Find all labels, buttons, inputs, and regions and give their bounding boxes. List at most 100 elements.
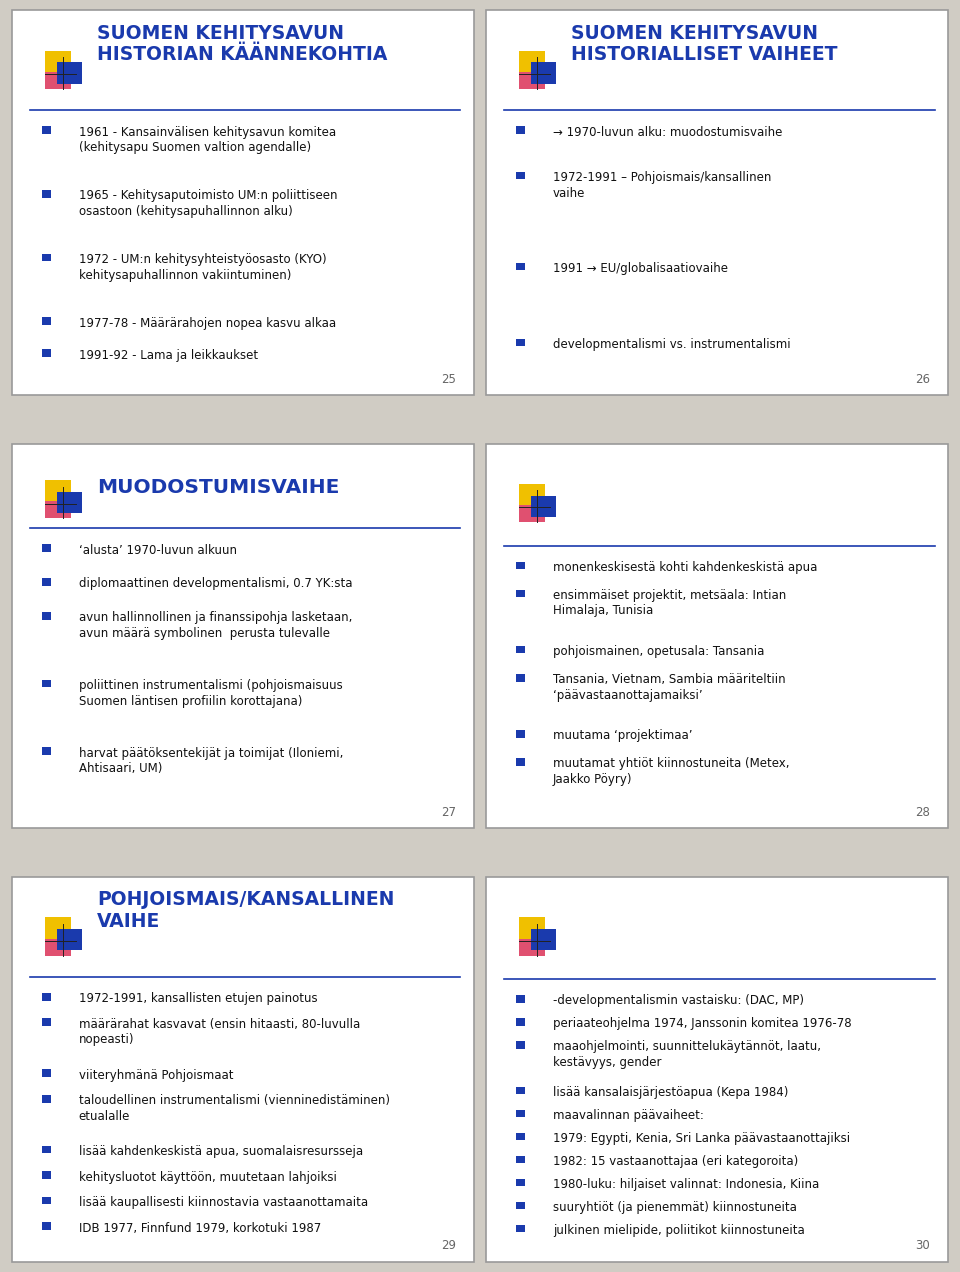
Bar [516,1156,525,1164]
Text: 26: 26 [915,373,930,385]
Text: → 1970-luvun alku: muodostumisvaihe: → 1970-luvun alku: muodostumisvaihe [553,126,782,139]
Text: 30: 30 [915,1239,930,1252]
Text: POHJOISMAIS/KANSALLINEN
VAIHE: POHJOISMAIS/KANSALLINEN VAIHE [97,890,395,931]
Text: lisää kansalaisjärjestöapua (Kepa 1984): lisää kansalaisjärjestöapua (Kepa 1984) [553,1086,788,1099]
Text: monenkeskisestä kohti kahdenkeskistä apua: monenkeskisestä kohti kahdenkeskistä apu… [553,561,817,574]
Bar [57,62,82,84]
Text: määrärahat kasvavat (ensin hitaasti, 80-luvulla
nopeasti): määrärahat kasvavat (ensin hitaasti, 80-… [79,1018,360,1047]
Text: 29: 29 [441,1239,456,1252]
Bar [57,492,82,513]
Text: 1979: Egypti, Kenia, Sri Lanka päävastaanottajiksi: 1979: Egypti, Kenia, Sri Lanka päävastaa… [553,1132,850,1145]
Bar [57,929,82,950]
Bar [516,1179,525,1187]
Bar [516,1040,525,1048]
Text: maaohjelmointi, suunnittelukäytännöt, laatu,
kestävyys, gender: maaohjelmointi, suunnittelukäytännöt, la… [553,1040,821,1068]
Text: poliittinen instrumentalismi (pohjoismaisuus
Suomen läntisen profiilin korottaja: poliittinen instrumentalismi (pohjoismai… [79,679,343,707]
Text: SUOMEN KEHITYSAVUN
HISTORIAN KÄÄNNEKOHTIA: SUOMEN KEHITYSAVUN HISTORIAN KÄÄNNEKOHTI… [97,24,388,64]
Text: IDB 1977, Finnfund 1979, korkotuki 1987: IDB 1977, Finnfund 1979, korkotuki 1987 [79,1221,321,1235]
Text: 1991-92 - Lama ja leikkaukset: 1991-92 - Lama ja leikkaukset [79,349,257,361]
Bar [516,1202,525,1210]
Bar [519,67,544,89]
Bar [41,190,51,197]
FancyBboxPatch shape [486,444,948,828]
Text: kehitysluotot käyttöön, muutetaan lahjoiksi: kehitysluotot käyttöön, muutetaan lahjoi… [79,1170,337,1184]
Bar [41,126,51,134]
Bar [41,318,51,324]
Bar [41,993,51,1001]
Text: ensimmäiset projektit, metsäala: Intian
Himalaja, Tunisia: ensimmäiset projektit, metsäala: Intian … [553,589,786,617]
Bar [41,1095,51,1103]
Bar [531,496,556,516]
Bar [41,1070,51,1077]
Bar [519,935,544,955]
Bar [516,1225,525,1233]
Bar [41,1197,51,1205]
Text: 1982: 15 vastaanottajaa (eri kategoroita): 1982: 15 vastaanottajaa (eri kategoroita… [553,1155,798,1168]
Text: periaateohjelma 1974, Janssonin komitea 1976-78: periaateohjelma 1974, Janssonin komitea … [553,1018,852,1030]
Text: ‘alusta’ 1970-luvun alkuun: ‘alusta’ 1970-luvun alkuun [79,543,236,557]
Text: 1972-1991 – Pohjoismais/kansallinen
vaihe: 1972-1991 – Pohjoismais/kansallinen vaih… [553,172,771,200]
Bar [45,935,70,955]
Text: MUODOSTUMISVAIHE: MUODOSTUMISVAIHE [97,478,340,497]
Bar [519,51,544,73]
Text: muutama ‘projektimaa’: muutama ‘projektimaa’ [553,729,692,743]
Bar [516,646,525,654]
Bar [516,172,525,179]
Bar [41,579,51,586]
Bar [531,929,556,950]
Text: 1991 → EU/globalisaatiovaihe: 1991 → EU/globalisaatiovaihe [553,262,728,275]
Bar [41,612,51,619]
Text: 27: 27 [441,806,456,819]
Bar [516,758,525,766]
Bar [41,350,51,357]
Bar [516,674,525,682]
Bar [516,338,525,346]
FancyBboxPatch shape [12,876,474,1262]
Bar [516,1109,525,1117]
Text: Tansania, Vietnam, Sambia määriteltiin
‘päävastaanottajamaiksi’: Tansania, Vietnam, Sambia määriteltiin ‘… [553,673,785,702]
Text: diplomaattinen developmentalismi, 0.7 YK:sta: diplomaattinen developmentalismi, 0.7 YK… [79,577,352,590]
Text: suuryhtiöt (ja pienemmät) kiinnostuneita: suuryhtiöt (ja pienemmät) kiinnostuneita [553,1201,797,1213]
Text: muutamat yhtiöt kiinnostuneita (Metex,
Jaakko Pöyry): muutamat yhtiöt kiinnostuneita (Metex, J… [553,757,789,786]
Text: viiteryhmänä Pohjoismaat: viiteryhmänä Pohjoismaat [79,1068,233,1081]
Text: avun hallinnollinen ja finanssipohja lasketaan,
avun määrä symbolinen  perusta t: avun hallinnollinen ja finanssipohja las… [79,612,352,640]
Bar [41,1146,51,1154]
Bar [516,1133,525,1141]
Text: 28: 28 [915,806,930,819]
Bar [519,501,544,523]
FancyBboxPatch shape [486,876,948,1262]
Bar [516,263,525,271]
Text: 25: 25 [441,373,456,385]
FancyBboxPatch shape [486,10,948,396]
Bar [41,1019,51,1027]
Bar [516,1086,525,1094]
Text: maavalinnan päävaiheet:: maavalinnan päävaiheet: [553,1109,704,1122]
Text: SUOMEN KEHITYSAVUN
HISTORIALLISET VAIHEET: SUOMEN KEHITYSAVUN HISTORIALLISET VAIHEE… [571,24,838,64]
Bar [519,917,544,939]
FancyBboxPatch shape [12,444,474,828]
Text: julkinen mielipide, poliitikot kiinnostuneita: julkinen mielipide, poliitikot kiinnostu… [553,1224,804,1236]
Text: 1980-luku: hiljaiset valinnat: Indonesia, Kiina: 1980-luku: hiljaiset valinnat: Indonesia… [553,1178,819,1191]
Text: taloudellinen instrumentalismi (vienninedistäminen)
etualalle: taloudellinen instrumentalismi (viennine… [79,1094,390,1123]
Bar [531,62,556,84]
Bar [41,544,51,552]
Bar [45,481,70,501]
Bar [41,1172,51,1179]
Bar [516,562,525,570]
Bar [41,679,51,687]
Text: lisää kaupallisesti kiinnostavia vastaanottamaita: lisää kaupallisesti kiinnostavia vastaan… [79,1196,368,1210]
Bar [45,917,70,939]
FancyBboxPatch shape [12,10,474,396]
Text: 1965 - Kehitysaputoimisto UM:n poliittiseen
osastoon (kehitysapuhallinnon alku): 1965 - Kehitysaputoimisto UM:n poliittis… [79,190,337,218]
Bar [45,67,70,89]
Bar [41,253,51,261]
Text: harvat päätöksentekijät ja toimijat (Iloniemi,
Ahtisaari, UM): harvat päätöksentekijät ja toimijat (Ilo… [79,747,343,775]
Bar [516,126,525,134]
Bar [45,497,70,519]
Bar [45,51,70,73]
Text: developmentalismi vs. instrumentalismi: developmentalismi vs. instrumentalismi [553,338,790,351]
Bar [41,748,51,756]
Bar [516,730,525,738]
Bar [41,1222,51,1230]
Text: -developmentalismin vastaisku: (DAC, MP): -developmentalismin vastaisku: (DAC, MP) [553,995,804,1007]
